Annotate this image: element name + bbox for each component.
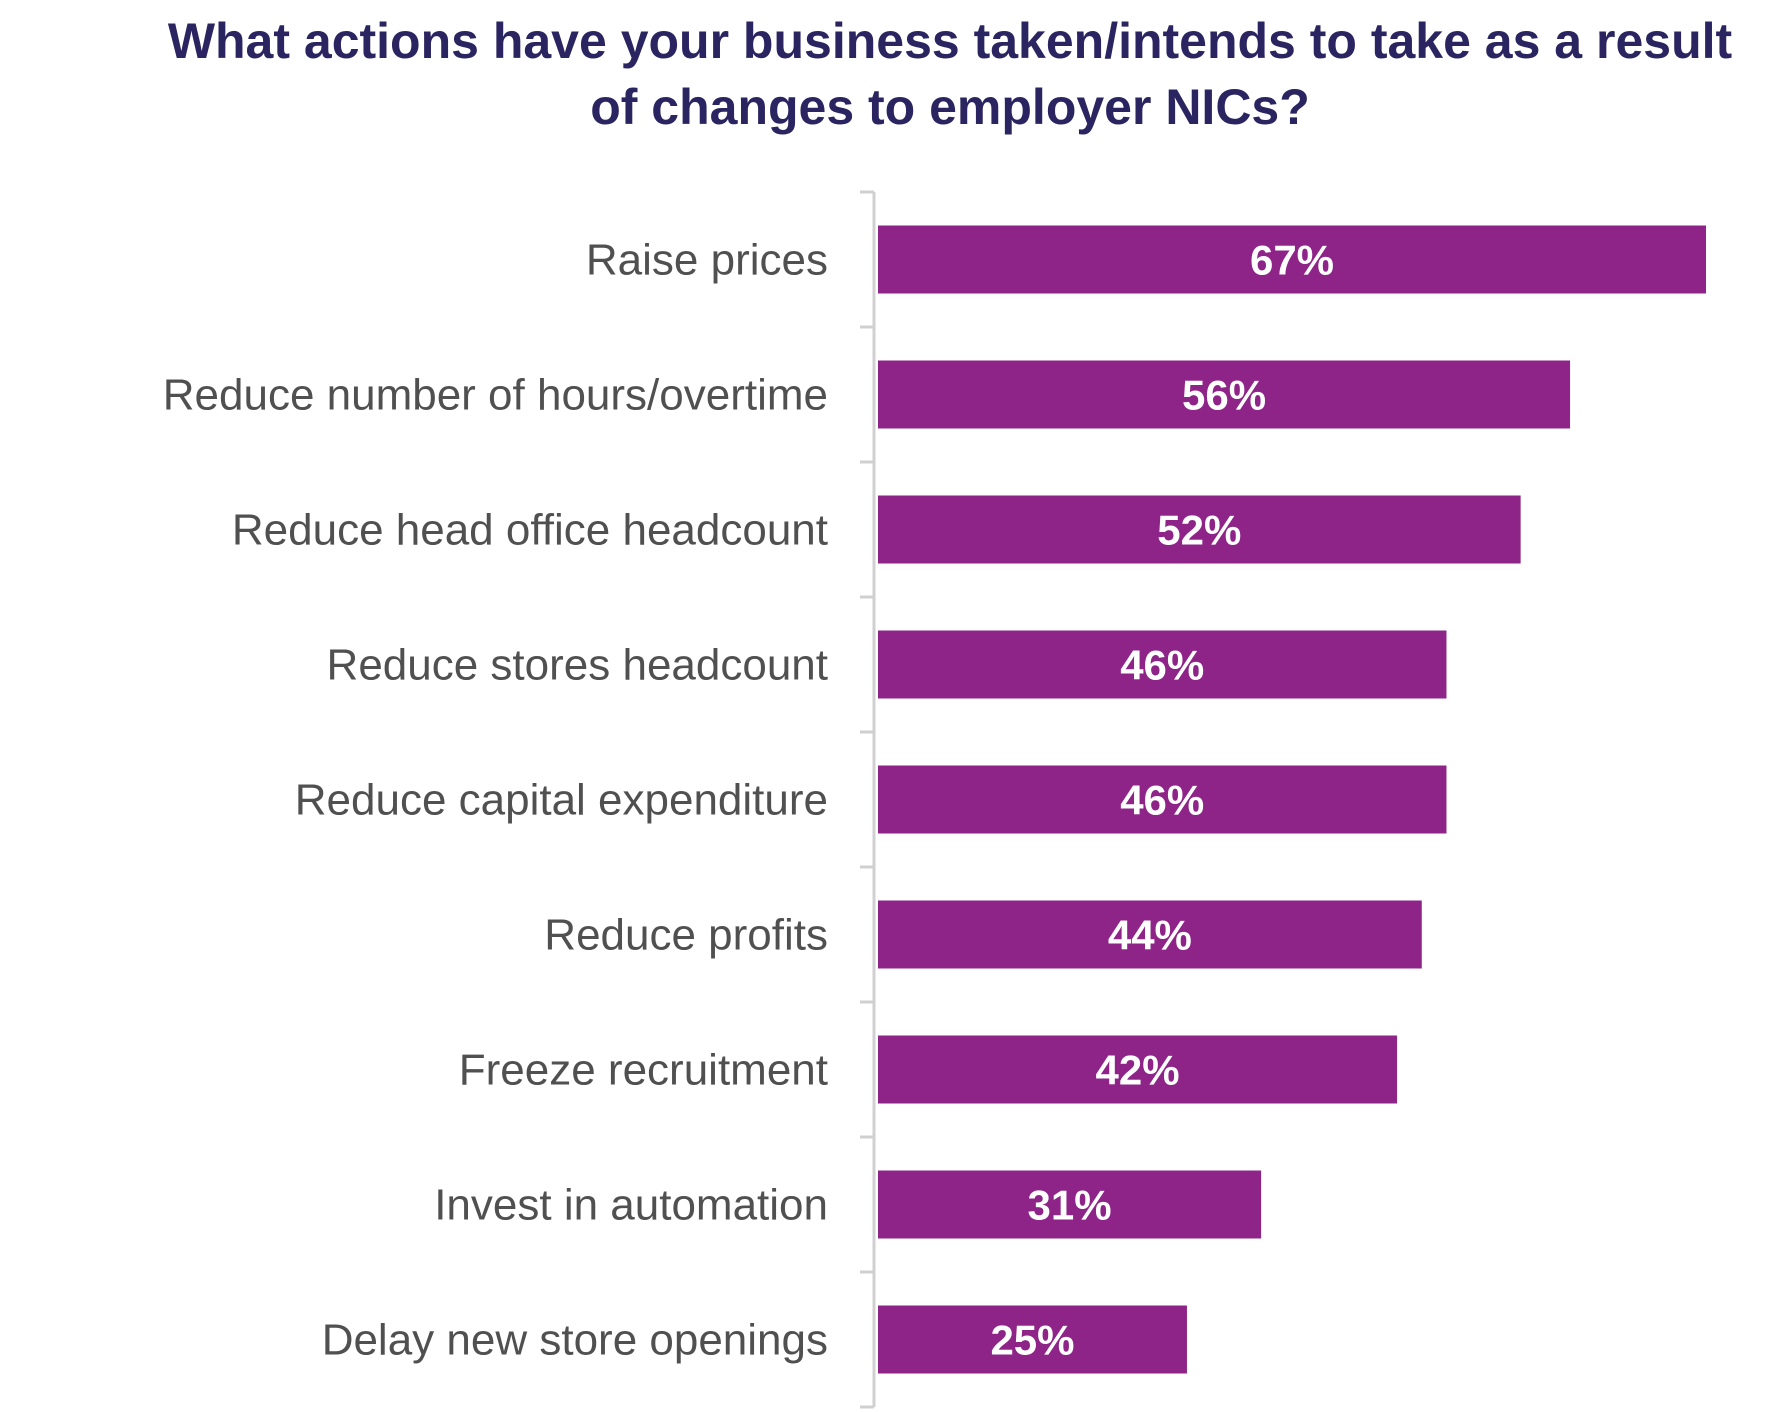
bar bbox=[878, 225, 1706, 294]
category-label: Delay new store openings bbox=[322, 1316, 828, 1365]
category-label: Reduce capital expenditure bbox=[295, 776, 828, 825]
bar bbox=[878, 495, 1521, 564]
bar bbox=[878, 765, 1447, 834]
bar bbox=[878, 630, 1447, 699]
category-label: Reduce head office headcount bbox=[232, 506, 828, 555]
category-label: Invest in automation bbox=[434, 1181, 828, 1230]
bar bbox=[878, 1035, 1398, 1104]
bar bbox=[878, 360, 1571, 429]
bar-value-label: 46% bbox=[1120, 777, 1204, 824]
bar-value-label: 42% bbox=[1095, 1047, 1179, 1094]
bar-value-label: 44% bbox=[1108, 912, 1192, 959]
category-label: Reduce number of hours/overtime bbox=[163, 371, 828, 420]
bar-value-label: 52% bbox=[1157, 507, 1241, 554]
chart-title: What actions have your business taken/in… bbox=[167, 13, 1733, 135]
category-label: Reduce profits bbox=[544, 911, 828, 960]
bar bbox=[878, 900, 1422, 969]
bar bbox=[878, 1305, 1187, 1374]
bar bbox=[878, 1170, 1262, 1239]
bar-value-label: 67% bbox=[1250, 237, 1334, 284]
category-label: Reduce stores headcount bbox=[327, 641, 828, 690]
category-label: Freeze recruitment bbox=[459, 1046, 828, 1095]
category-label: Raise prices bbox=[586, 236, 828, 285]
bar-value-label: 56% bbox=[1182, 372, 1266, 419]
bar-value-label: 25% bbox=[990, 1317, 1074, 1364]
bar-value-label: 31% bbox=[1028, 1182, 1112, 1229]
bar-value-label: 46% bbox=[1120, 642, 1204, 689]
